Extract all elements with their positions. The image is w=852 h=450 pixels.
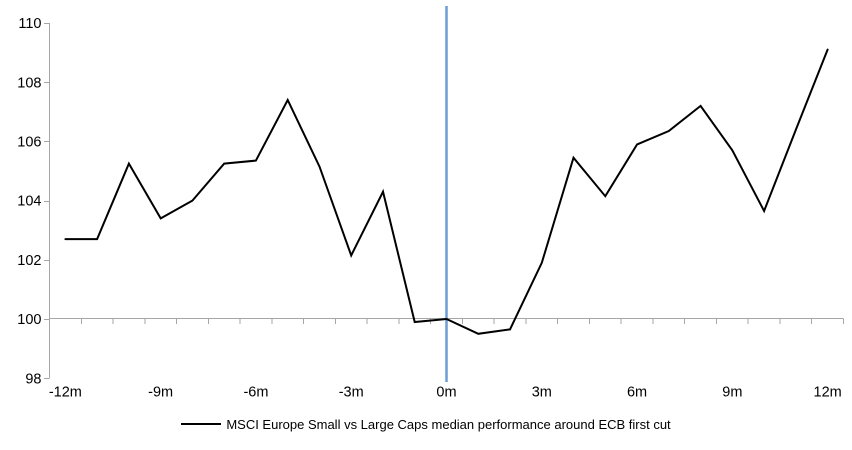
x-tick-label: -6m — [243, 385, 268, 401]
x-tick-label: 3m — [532, 385, 552, 401]
y-tick-label: 98 — [25, 371, 41, 387]
x-axis-labels: -12m -9m -6m -3m 0m 3m 6m 9m 12m — [49, 385, 842, 401]
x-tick-label: -12m — [49, 385, 82, 401]
y-axis — [44, 23, 50, 379]
y-tick-label: 106 — [17, 134, 41, 150]
series-line — [64, 48, 829, 335]
x-tick-label: -3m — [339, 385, 364, 401]
y-tick-label: 100 — [17, 312, 41, 328]
x-tick-label: 6m — [627, 385, 647, 401]
x-tick-label: 9m — [722, 385, 742, 401]
y-axis-labels: 98 100 102 104 106 108 110 — [17, 16, 41, 387]
y-tick-label: 102 — [17, 253, 41, 269]
legend-line-swatch — [181, 423, 222, 425]
legend-label: MSCI Europe Small vs Large Caps median p… — [226, 416, 671, 432]
y-tick-label: 108 — [17, 75, 41, 91]
x-tick-label: 12m — [814, 385, 842, 401]
y-tick-label: 110 — [18, 16, 41, 32]
series-group — [64, 48, 829, 335]
x-tick-label: 0m — [436, 385, 456, 401]
y-tick-label: 104 — [17, 194, 41, 210]
legend: MSCI Europe Small vs Large Caps median p… — [0, 415, 852, 433]
x-tick-label: -9m — [148, 385, 173, 401]
